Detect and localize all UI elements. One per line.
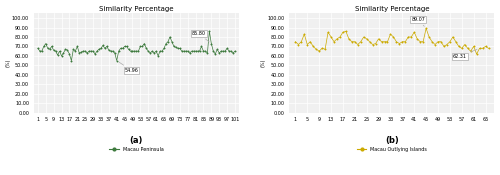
Text: 89.07: 89.07 [412,17,425,26]
X-axis label: (a): (a) [130,136,143,145]
Text: 54.96: 54.96 [119,62,139,73]
Legend: Macau Peninsula: Macau Peninsula [107,145,166,154]
Text: 85.80: 85.80 [192,31,209,42]
Y-axis label: (%): (%) [6,59,10,67]
Title: Similarity Percentage: Similarity Percentage [354,6,429,12]
Text: 62.31: 62.31 [453,49,477,59]
Title: Similarity Percentage: Similarity Percentage [99,6,174,12]
Y-axis label: (%): (%) [261,59,266,67]
Legend: Macau Outlying Islands: Macau Outlying Islands [355,145,429,154]
X-axis label: (b): (b) [385,136,399,145]
